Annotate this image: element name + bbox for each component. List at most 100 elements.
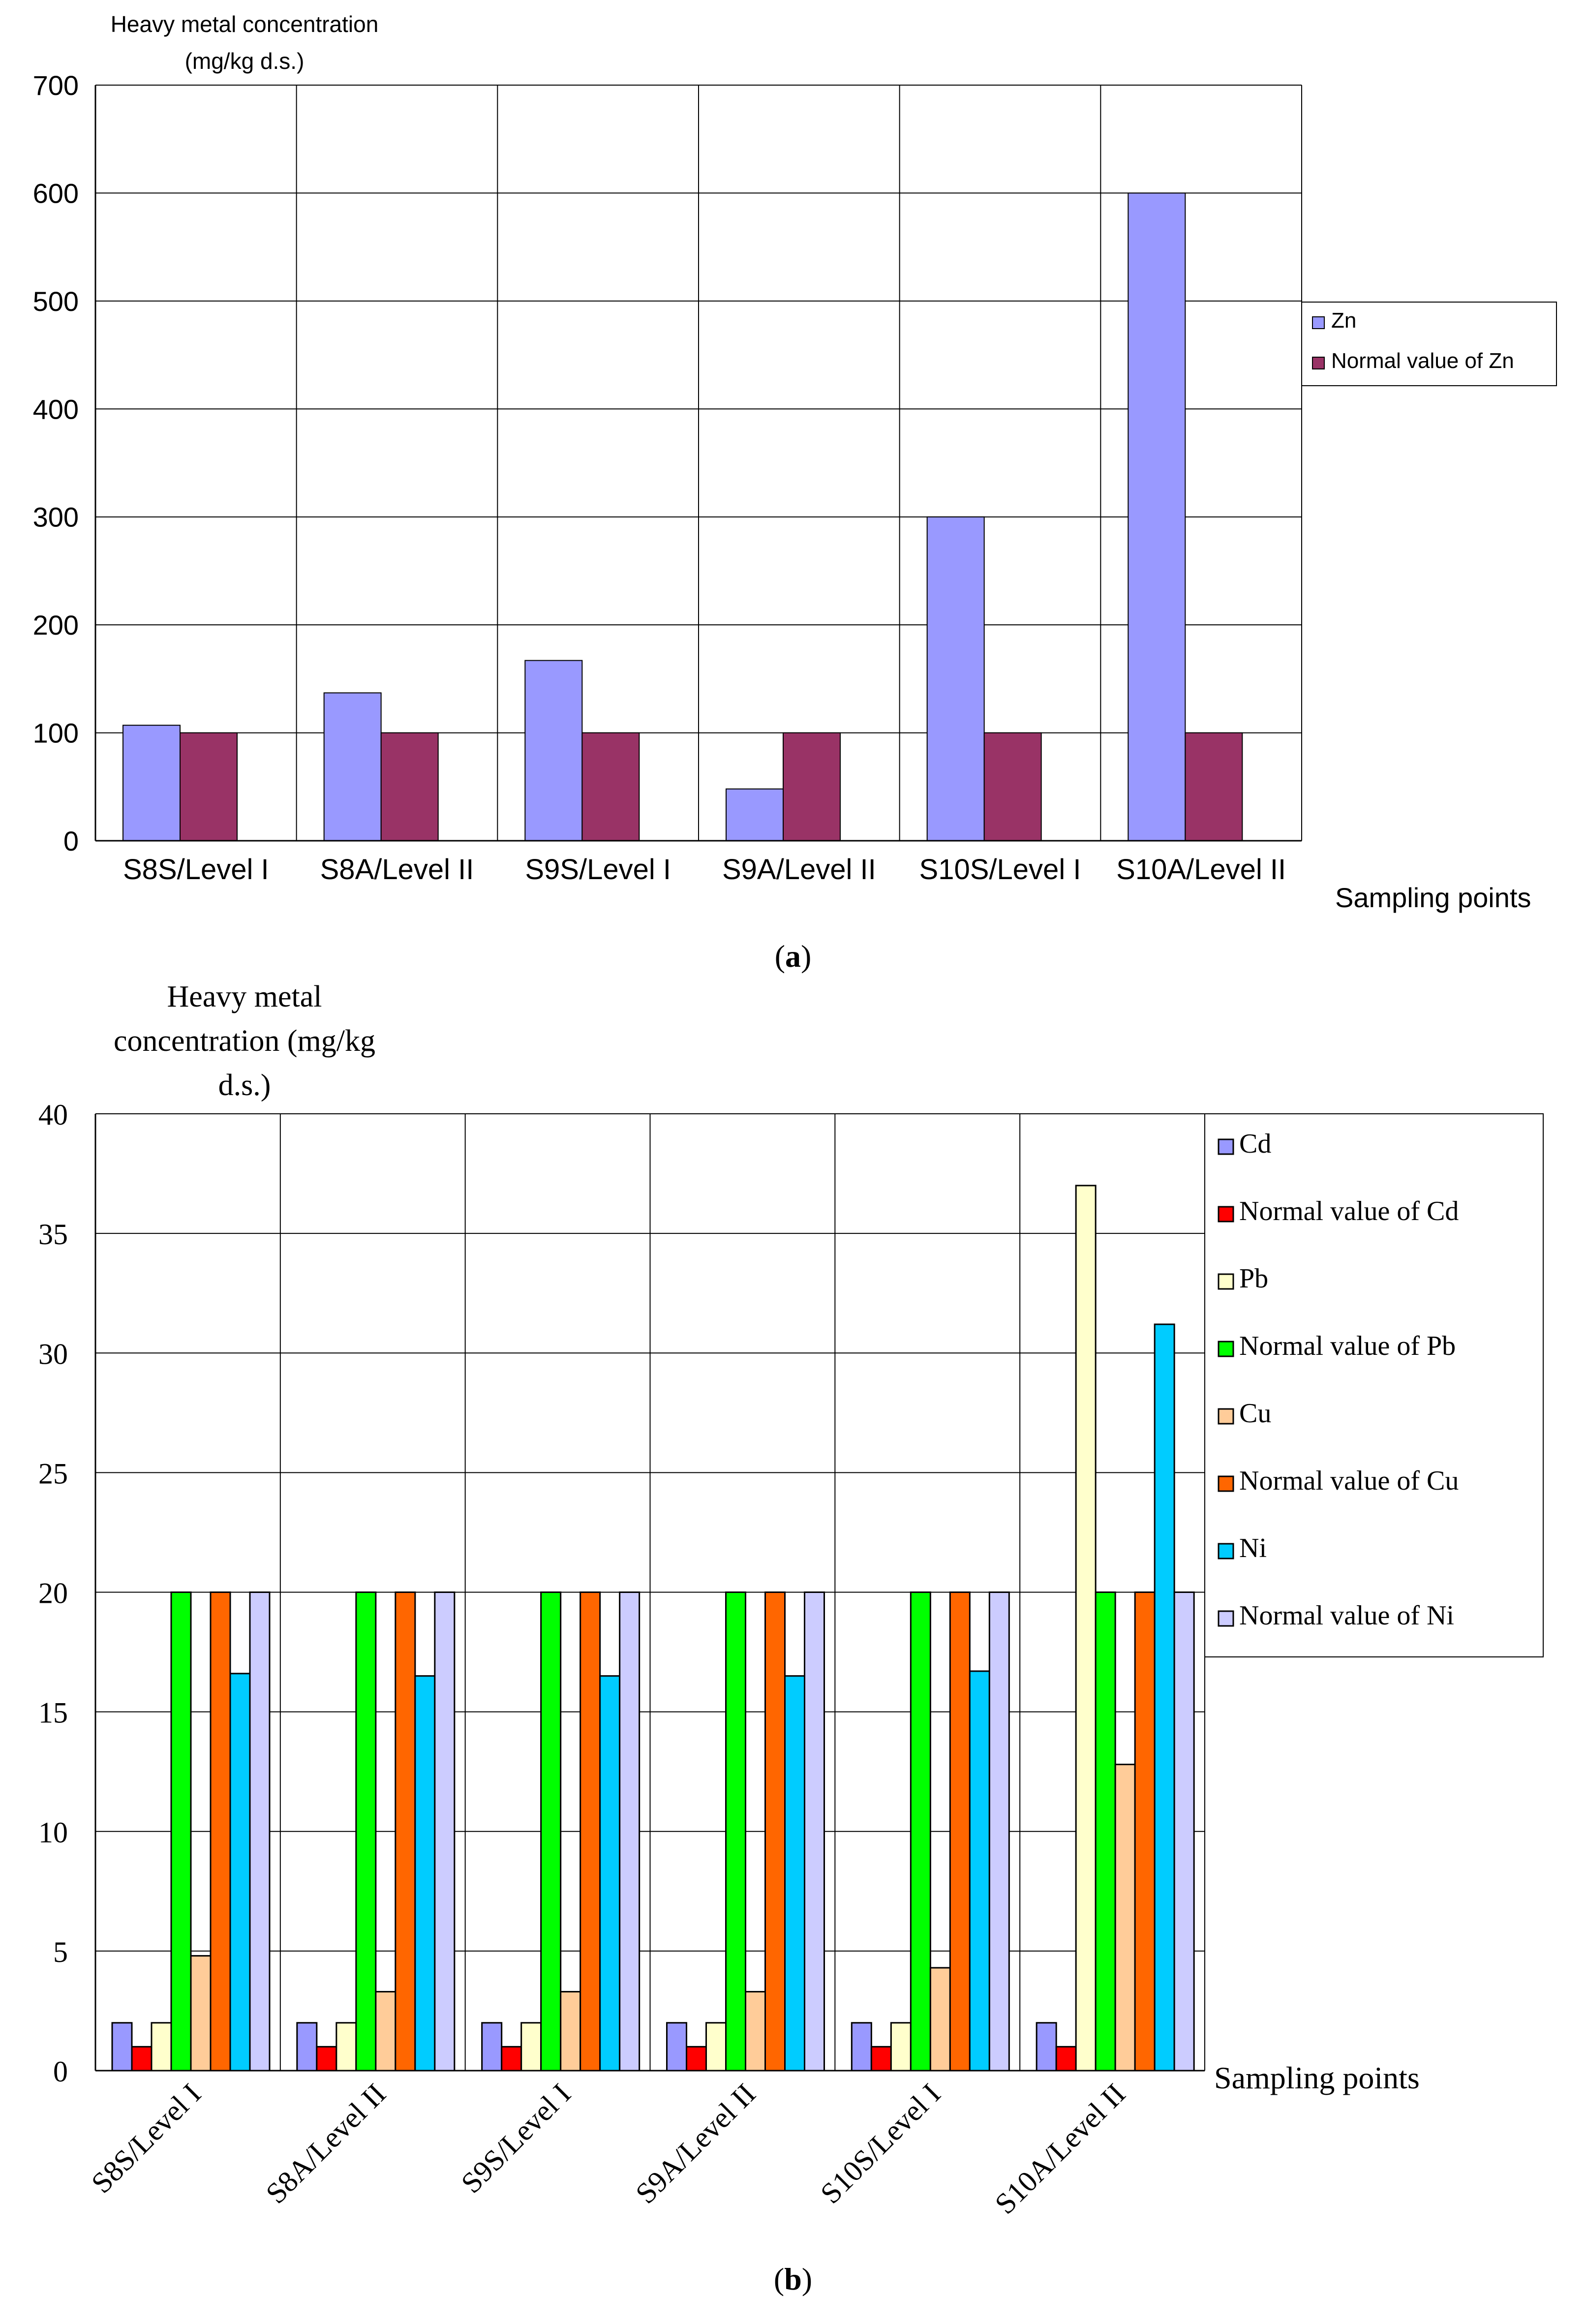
chart-b-bar-normal-value-of-pb [725,1591,746,2072]
chart-b-ylabel-line2: concentration (mg/kg [114,1024,375,1058]
chart-b-bar-normal-value-of-cu [580,1591,601,2072]
chart-a-legend-swatch-zn [1312,316,1325,329]
chart-a-ytick-label: 500 [33,286,79,317]
chart-b-ytick-label: 40 [38,1099,68,1131]
chart-b-bar-normal-value-of-cu [395,1591,416,2072]
chart-b-bar-normal-value-of-cd [501,2046,522,2072]
chart-b-bar-ni [414,1675,436,2072]
chart-b-bar-ni [599,1675,621,2072]
chart-a-ytick-label: 200 [33,610,79,641]
chart-a-ylabel-line1: Heavy metal concentration [111,11,379,37]
chart-a-bar-normal-value-of-zn [1185,732,1243,841]
chart-a-xlabel: Sampling points [1335,882,1531,913]
chart-a-ytick-label: 0 [63,826,79,856]
chart-b-bar-cu [375,1991,396,2072]
chart-b-bar-normal-value-of-pb [170,1591,192,2072]
chart-b-bar-normal-value-of-ni [434,1591,456,2072]
chart-b-ytick-label: 5 [53,1936,68,1968]
chart-b-bar-cu [190,1955,212,2072]
chart-b-bar-cu [745,1991,766,2072]
chart-b-legend-label: Pb [1239,1263,1268,1294]
chart-b-bar-normal-value-of-cu [1134,1591,1156,2072]
chart-b-bar-pb [336,2022,357,2072]
chart-b-bar-normal-value-of-cu [210,1591,231,2072]
chart-b-bar-pb [1075,1185,1097,2072]
chart-a-bar-normal-value-of-zn [180,732,238,841]
chart-a-ytick-label: 300 [33,502,79,533]
chart-b-bar-normal-value-of-pb [355,1591,377,2072]
chart-b-ylabel-line3: d.s.) [218,1069,271,1102]
chart-b-legend-label: Cd [1239,1129,1271,1159]
chart-b-legend-swatch-pb [1218,1273,1234,1290]
chart-a-ytick-label: 700 [33,70,79,101]
chart-b-legend-swatch-normal-value-of-pb [1218,1341,1234,1357]
chart-b-bar-ni [229,1673,251,2072]
chart-a-bars [122,192,1243,842]
chart-b-bar-normal-value-of-cd [1055,2046,1077,2072]
chart-b-bar-normal-value-of-ni [249,1591,271,2072]
chart-b-bar-cu [1114,1764,1136,2072]
chart-b-bar-cd [666,2022,687,2072]
chart-b-ytick-label: 20 [38,1577,68,1610]
chart-b-grid [95,1113,1205,2071]
chart-a-legend: Zn Normal value of Zn [1301,302,1557,386]
chart-b-ytick-label: 0 [53,2055,68,2088]
chart-a-legend-label: Zn [1331,308,1356,333]
chart-a-bar-normal-value-of-zn [380,732,439,841]
chart-b-ytick-label: 15 [38,1697,68,1729]
chart-b-ytick-label: 25 [38,1457,68,1490]
chart-b-legend-box [1204,1113,1544,1657]
chart-b-ytick-label: 30 [38,1338,68,1370]
chart-b-bar-pb [705,2022,727,2072]
chart-b-bar-cd [481,2022,503,2072]
chart-b-ytick-label: 10 [38,1816,68,1849]
chart-b-legend-label: Normal value of Pb [1239,1331,1456,1361]
chart-a-y-ticks: 0 100 200 300 400 500 600 700 [33,70,79,856]
chart-b-bar-ni [784,1675,805,2072]
chart-a-category-label: S9A/Level II [722,854,876,886]
chart-a-bar-zn [323,692,382,841]
chart-b-bar-normal-value-of-pb [910,1591,931,2072]
chart-a-category-label: S8A/Level II [320,854,474,886]
chart-b-bar-pb [520,2022,542,2072]
chart-b-bar-normal-value-of-cd [131,2046,152,2072]
chart-b-ylabel-line1: Heavy metal [167,980,322,1013]
chart-b-bar-normal-value-of-ni [804,1591,825,2072]
chart-b-ytick-label: 35 [38,1218,68,1251]
chart-b-bar-ni [969,1670,990,2072]
chart-b-bar-cd [1036,2022,1057,2072]
chart-b-y-ticks: 0 5 10 15 20 25 30 35 40 [38,1099,68,2088]
chart-b-bar-normal-value-of-ni [1173,1591,1195,2072]
chart-a-bar-zn [122,725,181,841]
chart-a-bar-zn [926,516,985,841]
chart-b-legend-label: Ni [1239,1533,1267,1563]
chart-b-legend-swatch-normal-value-of-cd [1218,1206,1234,1223]
chart-a-category-label: S10A/Level II [1116,854,1286,886]
chart-a-axes [94,85,1302,842]
chart-b-legend-label: Cu [1239,1398,1271,1429]
chart-b-bar-normal-value-of-cu [764,1591,786,2072]
chart-b-bar-normal-value-of-cu [949,1591,971,2072]
chart-b-xlabel: Sampling points [1214,2060,1420,2095]
chart-a-bar-zn [1128,192,1186,841]
chart-b-bar-ni [1154,1323,1175,2072]
chart-a-ytick-label: 400 [33,394,79,425]
chart-b-bar-normal-value-of-ni [619,1591,640,2072]
chart-a-bar-normal-value-of-zn [983,732,1042,841]
chart-a-x-ticks: S8S/Level I S8A/Level II S9S/Level I S9A/Le… [123,854,1286,886]
chart-a-bar-zn [524,660,583,842]
chart-a-category-label: S8S/Level I [123,854,269,886]
chart-b-bar-normal-value-of-pb [540,1591,562,2072]
chart-a: 0 100 200 300 400 500 600 700 S8S/Level I S8A/Le… [33,11,1557,974]
chart-a-legend-label: Normal value of Zn [1331,349,1514,373]
chart-a-category-label: S10S/Level I [919,854,1081,886]
chart-b-legend-label: Normal value of Cu [1239,1466,1459,1496]
chart-b-bar-cu [560,1991,581,2072]
chart-b-legend-label: Normal value of Cd [1239,1196,1459,1226]
chart-b-bar-normal-value-of-pb [1095,1591,1116,2072]
chart-a-ytick-label: 100 [33,718,79,749]
chart-a-ytick-label: 600 [33,178,79,209]
chart-b-bar-pb [890,2022,912,2072]
chart-b-bar-pb [151,2022,172,2072]
